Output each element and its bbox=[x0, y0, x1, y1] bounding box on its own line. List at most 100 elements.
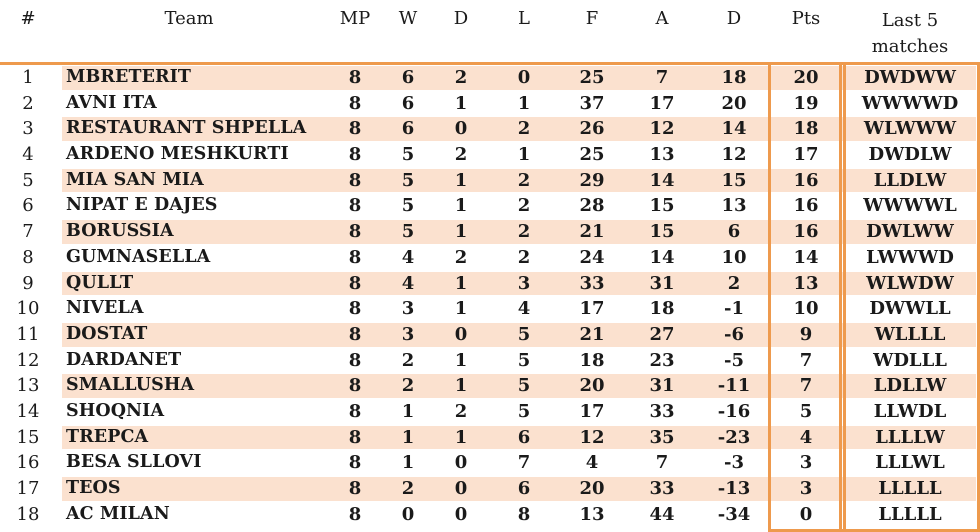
matches-played-cell: 8 bbox=[348, 221, 362, 243]
rank-cell: 17 bbox=[16, 478, 40, 499]
points-cell: 14 bbox=[793, 246, 819, 268]
goals-for-cell: 20 bbox=[579, 375, 605, 397]
table-row: 6 NIPAT E DAJES 8 5 1 2 28 15 13 16 WWWWL bbox=[0, 193, 980, 219]
table-row: 7 BORUSSIA 8 5 1 2 21 15 6 16 DWLWW bbox=[0, 219, 980, 245]
goal-difference-cell: 18 bbox=[721, 67, 747, 88]
header-matches-played: MP bbox=[339, 8, 371, 29]
last-5-matches-cell: DWWLL bbox=[869, 298, 951, 320]
last-5-matches-cell: WLWDW bbox=[866, 272, 954, 294]
goals-against-cell: 12 bbox=[649, 118, 675, 140]
goal-difference-cell: 13 bbox=[721, 195, 747, 217]
goals-for-cell: 21 bbox=[579, 221, 605, 243]
wins-cell: 6 bbox=[401, 92, 415, 114]
draws-cell: 1 bbox=[454, 375, 468, 397]
header-last-5-matches: Last 5 matches bbox=[871, 10, 949, 57]
losses-cell: 2 bbox=[517, 118, 531, 140]
rank-cell: 10 bbox=[16, 298, 40, 320]
last-5-matches-cell: LLLWL bbox=[875, 452, 945, 474]
goal-difference-cell: -3 bbox=[724, 452, 744, 474]
goal-difference-cell: -34 bbox=[717, 503, 751, 525]
row-background bbox=[62, 374, 976, 398]
table-row: 9 QULLT 8 4 1 3 33 31 2 13 WLWDW bbox=[0, 271, 980, 297]
table-row: 3 RESTAURANT SHPELLA 8 6 0 2 26 12 14 18 WLWWW bbox=[0, 116, 980, 142]
rank-cell: 13 bbox=[16, 375, 40, 397]
row-background bbox=[62, 168, 976, 193]
goals-for-cell: 21 bbox=[579, 323, 605, 345]
wins-cell: 3 bbox=[401, 298, 415, 320]
goals-against-cell: 27 bbox=[649, 323, 675, 345]
goals-for-cell: 17 bbox=[579, 400, 605, 422]
points-cell: 19 bbox=[793, 92, 819, 114]
rank-cell: 18 bbox=[16, 503, 40, 525]
team-name: NIVELA bbox=[66, 298, 144, 319]
goal-difference-cell: 20 bbox=[721, 92, 747, 114]
goal-difference-cell: 12 bbox=[721, 144, 747, 166]
table-row: 18 AC MILAN 8 0 0 8 13 44 -34 0 LLLLL bbox=[0, 502, 980, 528]
losses-cell: 6 bbox=[517, 478, 531, 499]
matches-played-cell: 8 bbox=[348, 195, 362, 217]
losses-cell: 1 bbox=[517, 144, 531, 166]
rank-cell: 12 bbox=[16, 349, 40, 371]
draws-cell: 0 bbox=[454, 503, 468, 525]
points-cell: 5 bbox=[799, 400, 813, 422]
matches-played-cell: 8 bbox=[348, 452, 362, 474]
goals-for-cell: 24 bbox=[579, 246, 605, 268]
table-body: 1 MBRETERIT 8 6 2 0 25 7 18 20 DWDWW 2 AVNI ITA 8 6 1 1 3… bbox=[0, 65, 980, 527]
matches-played-cell: 8 bbox=[348, 400, 362, 422]
goals-against-cell: 44 bbox=[649, 503, 675, 525]
rank-cell: 5 bbox=[22, 169, 34, 191]
last-5-matches-cell: LLLLL bbox=[878, 503, 942, 525]
team-name: QULLT bbox=[66, 272, 134, 293]
wins-cell: 2 bbox=[401, 375, 415, 397]
points-cell: 13 bbox=[793, 272, 819, 294]
wins-cell: 0 bbox=[401, 503, 415, 525]
team-name: BORUSSIA bbox=[66, 221, 174, 242]
draws-cell: 0 bbox=[454, 478, 468, 499]
matches-played-cell: 8 bbox=[348, 169, 362, 191]
rank-cell: 6 bbox=[22, 195, 34, 217]
team-name: MIA SAN MIA bbox=[66, 169, 204, 190]
rank-cell: 2 bbox=[22, 92, 34, 114]
losses-cell: 5 bbox=[517, 349, 531, 371]
last-5-matches-cell: DWLWW bbox=[866, 221, 954, 243]
goal-difference-cell: -6 bbox=[724, 323, 744, 345]
losses-cell: 5 bbox=[517, 375, 531, 397]
losses-cell: 1 bbox=[517, 92, 531, 114]
rank-cell: 9 bbox=[22, 272, 34, 294]
matches-played-cell: 8 bbox=[348, 349, 362, 371]
draws-cell: 1 bbox=[454, 221, 468, 243]
points-cell: 16 bbox=[793, 195, 819, 217]
goals-for-cell: 18 bbox=[579, 349, 605, 371]
wins-cell: 1 bbox=[401, 452, 415, 474]
goal-difference-cell: -5 bbox=[724, 349, 744, 371]
draws-cell: 2 bbox=[454, 67, 468, 88]
draws-cell: 1 bbox=[454, 195, 468, 217]
goals-for-cell: 12 bbox=[579, 426, 605, 448]
header-losses: L bbox=[518, 8, 530, 29]
header-rank: # bbox=[20, 8, 36, 29]
last-5-matches-cell: WLLLL bbox=[874, 323, 946, 345]
matches-played-cell: 8 bbox=[348, 144, 362, 166]
rank-cell: 14 bbox=[16, 400, 40, 422]
last-5-matches-cell: DWDWW bbox=[864, 67, 956, 88]
draws-cell: 1 bbox=[454, 349, 468, 371]
draws-cell: 0 bbox=[454, 323, 468, 345]
goals-for-cell: 20 bbox=[579, 478, 605, 499]
matches-played-cell: 8 bbox=[348, 503, 362, 525]
wins-cell: 5 bbox=[401, 144, 415, 166]
last-5-matches-cell: LLWDL bbox=[873, 400, 947, 422]
matches-played-cell: 8 bbox=[348, 298, 362, 320]
goals-for-cell: 13 bbox=[579, 503, 605, 525]
rank-cell: 15 bbox=[16, 426, 40, 448]
points-cell: 16 bbox=[793, 221, 819, 243]
wins-cell: 2 bbox=[401, 478, 415, 499]
header-wins: W bbox=[398, 8, 418, 29]
wins-cell: 2 bbox=[401, 349, 415, 371]
goals-against-cell: 33 bbox=[649, 478, 675, 499]
team-name: TREPCA bbox=[66, 426, 149, 447]
goal-difference-cell: 10 bbox=[721, 246, 747, 268]
last-5-matches-cell: WWWWL bbox=[863, 195, 957, 217]
last-5-matches-cell: DWDLW bbox=[868, 144, 952, 166]
table-row: 12 DARDANET 8 2 1 5 18 23 -5 7 WDLLL bbox=[0, 348, 980, 374]
draws-cell: 1 bbox=[454, 272, 468, 294]
